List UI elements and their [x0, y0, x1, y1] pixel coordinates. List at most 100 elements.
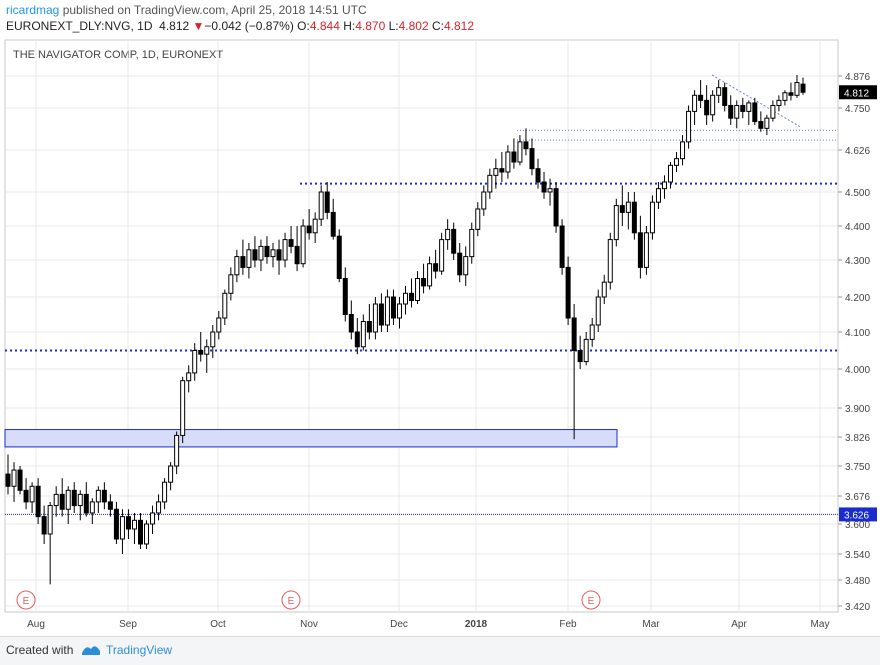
candle-body — [487, 174, 493, 193]
low-label: L: — [388, 19, 399, 33]
candle-body — [324, 191, 330, 213]
levels — [4, 74, 838, 515]
candle-body — [403, 292, 408, 305]
candle-body — [427, 263, 433, 287]
candle-body — [595, 296, 601, 326]
candle-body — [541, 181, 547, 193]
candle-body — [71, 489, 77, 507]
candle-body — [234, 256, 240, 276]
candle-body — [740, 104, 746, 112]
candle-body — [746, 102, 752, 112]
publish-line: ricardmag published on TradingView.com, … — [6, 3, 367, 17]
candle-body — [65, 489, 71, 510]
tradingview-brand[interactable]: TradingView — [106, 643, 173, 657]
candle-body — [318, 191, 324, 220]
candle-body — [499, 168, 505, 173]
candle-body — [131, 519, 137, 530]
y-tick-label: 3.540 — [845, 550, 870, 561]
candle-body — [776, 99, 782, 106]
tradingview-logo-icon[interactable] — [80, 640, 102, 660]
candle-body — [782, 92, 788, 101]
candle-body — [698, 94, 704, 101]
candle-body — [409, 292, 415, 301]
candles — [5, 74, 806, 585]
candle-body — [294, 245, 300, 265]
event-marker-label: E — [23, 596, 30, 607]
x-tick-label: Sep — [119, 619, 137, 630]
y-axis: 4.876 4.750 4.626 4.500 4.400 4.300 4.200 4.100… — [5, 72, 870, 613]
y-tick-label: 3.676 — [845, 492, 870, 503]
candle-body — [637, 232, 643, 268]
candle-body — [372, 303, 378, 333]
candle-body — [306, 225, 312, 234]
candle-body — [162, 481, 168, 503]
candle-body — [29, 485, 35, 503]
y-tick-label: 4.626 — [845, 146, 870, 157]
price-tags: 4.812 3.626 — [839, 85, 877, 522]
candle-body — [764, 117, 770, 129]
candle-body — [360, 321, 366, 348]
high-label: H: — [343, 19, 356, 33]
candle-body — [457, 252, 463, 276]
candle-body — [150, 512, 156, 525]
trendline — [711, 74, 801, 128]
plot-frame — [4, 39, 839, 613]
username[interactable]: ricardmag — [6, 3, 60, 17]
candle-body — [89, 501, 95, 514]
candle-body — [613, 205, 619, 241]
candle-body — [445, 228, 451, 241]
candle-body — [113, 508, 119, 540]
candle-body — [686, 110, 692, 143]
x-tick-label: Aug — [27, 619, 45, 630]
candle-body — [354, 331, 360, 348]
candle-body — [246, 249, 252, 268]
candle-body — [415, 278, 421, 301]
candle-body — [577, 350, 583, 363]
close-value: 4.812 — [443, 19, 475, 33]
change: −0.042 (−0.87%) — [204, 19, 294, 33]
y-tick-label: 4.200 — [845, 293, 870, 304]
candle-body — [716, 87, 722, 96]
candle-body — [336, 235, 342, 279]
open-label: O: — [297, 19, 310, 33]
event-marker-icon — [581, 590, 601, 610]
candle-body — [565, 266, 571, 319]
candle-body — [655, 188, 661, 203]
y-tick-label: 4.100 — [845, 328, 870, 339]
symbol: EURONEXT_DLY:NVG, 1D — [6, 19, 153, 33]
candle-body — [186, 372, 192, 382]
candle-body — [680, 141, 686, 160]
candle-body — [125, 516, 131, 530]
candle-body — [505, 151, 511, 173]
candle-body — [469, 228, 475, 258]
candle-body — [583, 338, 589, 363]
candle-body — [119, 516, 125, 540]
candle-body — [794, 82, 800, 96]
candle-body — [174, 434, 180, 467]
candle-body — [330, 211, 336, 237]
y-tick-label: 3.750 — [845, 462, 870, 473]
candle-body — [722, 87, 728, 106]
candle-body — [710, 94, 716, 116]
last-price-tag-label: 4.812 — [844, 88, 869, 99]
y-tick-label: 3.900 — [845, 404, 870, 415]
candlestick-chart[interactable]: THE NAVIGATOR COMP, 1D, EURONEXT 4.8764.… — [0, 36, 880, 636]
candle-body — [47, 505, 53, 535]
candle-body — [800, 83, 806, 93]
candle-body — [348, 314, 354, 333]
publish-info: published on TradingView.com, April 25, … — [62, 3, 367, 17]
candle-body — [493, 168, 499, 176]
candle-body — [451, 228, 457, 254]
event-marker-icon — [16, 590, 36, 610]
candle-body — [288, 239, 294, 247]
y-tick-label: 3.826 — [845, 433, 870, 444]
symbol-line: EURONEXT_DLY:NVG, 1D 4.812 ▼−0.042 (−0.8… — [6, 19, 474, 33]
candle-body — [704, 99, 710, 116]
x-tick-label: Nov — [300, 619, 318, 630]
candle-body — [661, 181, 667, 190]
candle-body — [258, 245, 264, 261]
candle-body — [535, 168, 541, 183]
support-price-tag — [839, 507, 877, 522]
y-tick-label: 4.876 — [845, 72, 870, 83]
